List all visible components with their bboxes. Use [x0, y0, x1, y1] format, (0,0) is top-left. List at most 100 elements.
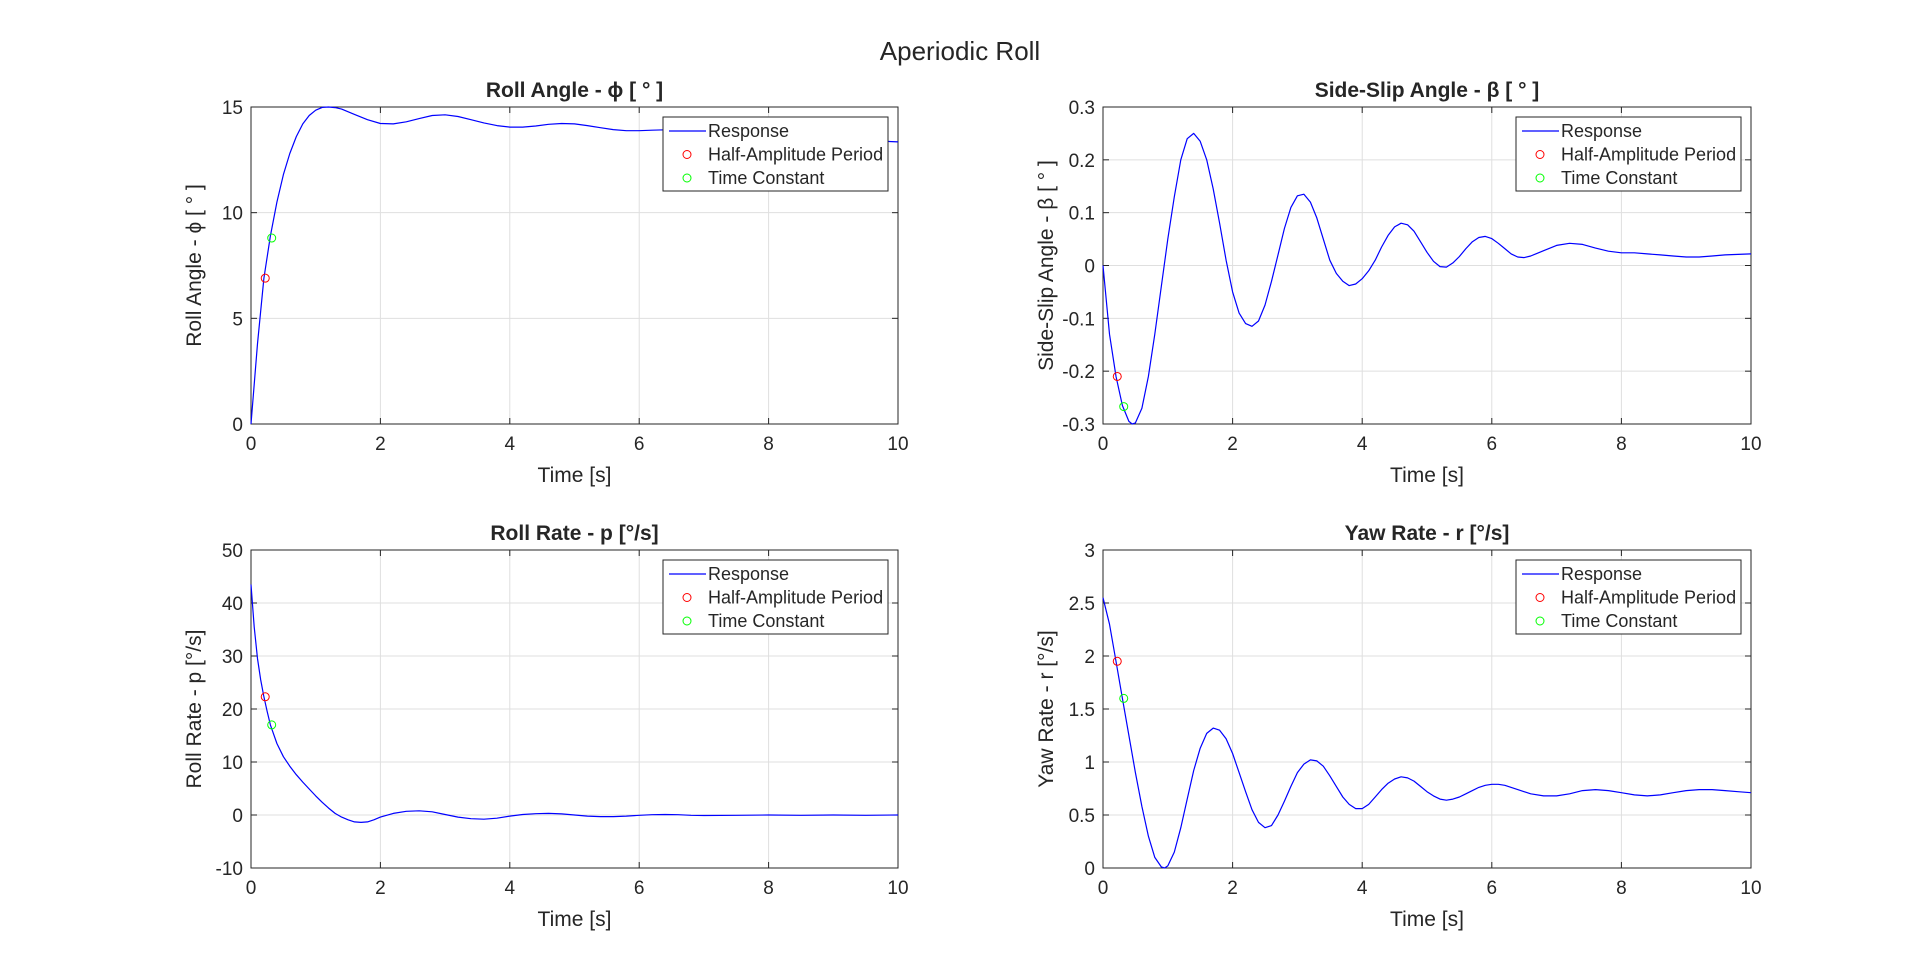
roll-rate-legend-entry: Time Constant — [708, 611, 824, 631]
side-slip-angle-xtick-label: 4 — [1357, 434, 1368, 455]
roll-rate-legend: Response Half-Amplitude Period Time Consta… — [662, 559, 889, 635]
side-slip-angle-ytick-label: 0 — [1084, 257, 1095, 278]
yaw-rate-xtick-label: 6 — [1487, 878, 1498, 899]
roll-rate-legend-marker-swatch — [682, 593, 692, 602]
side-slip-angle-legend-box — [1515, 116, 1742, 192]
side-slip-angle-response-line — [1102, 132, 1752, 425]
yaw-rate-title: Yaw Rate - r [°/s] — [1345, 522, 1510, 545]
side-slip-angle-xtick-label: 6 — [1487, 434, 1498, 455]
roll-angle-xtick-label: 0 — [246, 434, 257, 455]
roll-angle-xtick-label: 10 — [887, 434, 908, 455]
roll-angle-xtick-label: 4 — [505, 434, 516, 455]
yaw-rate-ytick-label: 2 — [1084, 647, 1095, 668]
side-slip-angle-xtick-label: 10 — [1740, 434, 1761, 455]
roll-rate-xtick-label: 8 — [763, 878, 774, 899]
roll-angle-legend-entry: Half-Amplitude Period — [708, 145, 883, 165]
roll-rate-ytick-label: 40 — [222, 594, 243, 615]
roll-angle-time-constant-marker — [267, 233, 277, 243]
roll-rate-title: Roll Rate - p [°/s] — [490, 522, 658, 545]
roll-angle-xlabel: Time [s] — [538, 464, 612, 487]
yaw-rate-xtick-label: 8 — [1616, 878, 1627, 899]
yaw-rate-response-line — [1102, 597, 1752, 869]
roll-rate-axes-box — [250, 549, 899, 869]
roll-angle-ylabel: Roll Angle - ϕ [ ° ] — [183, 184, 206, 347]
roll-rate-ylabel: Roll Rate - p [°/s] — [183, 630, 206, 789]
roll-angle-legend-marker-swatch — [682, 173, 692, 183]
yaw-rate-chart: 0 2 4 6 8 10 0 0.5 1 1.5 2 2.5 3 Yaw Rate - r [°/s] Ti… — [1035, 522, 1762, 931]
roll-rate-xtick-label: 6 — [634, 878, 645, 899]
roll-rate-xtick-label: 10 — [887, 878, 908, 899]
roll-angle-legend-entry: Time Constant — [708, 168, 824, 188]
yaw-rate-xlabel: Time [s] — [1390, 908, 1464, 931]
roll-angle-ytick-label: 0 — [232, 415, 243, 436]
yaw-rate-ytick-label: 3 — [1084, 541, 1095, 562]
yaw-rate-legend: Response Half-Amplitude Period Time Consta… — [1515, 559, 1742, 635]
roll-angle-legend: Response Half-Amplitude Period Time Consta… — [662, 116, 889, 192]
roll-angle-half-amplitude-period-marker — [260, 273, 270, 283]
yaw-rate-half-amplitude-period-marker — [1112, 656, 1122, 666]
roll-rate-ytick-label: 50 — [222, 541, 243, 562]
side-slip-angle-xtick-label: 8 — [1616, 434, 1627, 455]
yaw-rate-legend-box — [1515, 559, 1742, 635]
side-slip-angle-legend: Response Half-Amplitude Period Time Consta… — [1515, 116, 1742, 192]
yaw-rate-ytick-label: 0 — [1084, 859, 1095, 880]
roll-rate-ytick-label: 10 — [222, 753, 243, 774]
side-slip-angle-ytick-label: -0.3 — [1062, 415, 1095, 436]
side-slip-angle-xlabel: Time [s] — [1390, 464, 1464, 487]
side-slip-angle-title: Side-Slip Angle - β [ ° ] — [1315, 79, 1540, 102]
yaw-rate-legend-entry: Time Constant — [1561, 611, 1677, 631]
roll-angle-legend-entry: Response — [708, 121, 789, 141]
side-slip-angle-legend-entry: Time Constant — [1561, 168, 1677, 188]
roll-rate-legend-marker-swatch — [682, 616, 692, 626]
roll-rate-legend-entry: Half-Amplitude Period — [708, 588, 883, 608]
side-slip-angle-ytick-label: 0.3 — [1069, 98, 1095, 119]
roll-angle-xtick-label: 6 — [634, 434, 645, 455]
side-slip-angle-ytick-label: -0.2 — [1062, 362, 1095, 383]
yaw-rate-xtick-label: 10 — [1740, 878, 1761, 899]
figure-title: Aperiodic Roll — [880, 36, 1040, 66]
roll-rate-xtick-label: 2 — [375, 878, 386, 899]
side-slip-angle-xtick-label: 0 — [1098, 434, 1109, 455]
roll-rate-ytick-label: 30 — [222, 647, 243, 668]
side-slip-angle-ylabel: Side-Slip Angle - β [ ° ] — [1035, 160, 1058, 371]
roll-angle-chart: 0 2 4 6 8 10 0 5 10 15 Roll Angle - ϕ [ ° ] Time [s… — [183, 79, 909, 487]
side-slip-angle-xtick-label: 2 — [1227, 434, 1238, 455]
roll-rate-ytick-label: 20 — [222, 700, 243, 721]
yaw-rate-legend-entry: Half-Amplitude Period — [1561, 588, 1736, 608]
roll-angle-ytick-label: 15 — [222, 98, 243, 119]
roll-rate-response-line — [250, 584, 899, 824]
yaw-rate-time-constant-marker — [1119, 693, 1129, 703]
roll-rate-xtick-label: 0 — [246, 878, 257, 899]
roll-angle-legend-marker-swatch — [682, 150, 692, 159]
yaw-rate-ytick-label: 2.5 — [1069, 594, 1095, 615]
roll-rate-ytick-label: -10 — [216, 859, 243, 880]
yaw-rate-ytick-label: 1 — [1084, 753, 1095, 774]
roll-rate-legend-entry: Response — [708, 564, 789, 584]
yaw-rate-xtick-label: 2 — [1227, 878, 1238, 899]
roll-angle-xtick-label: 8 — [763, 434, 774, 455]
side-slip-angle-legend-entry: Half-Amplitude Period — [1561, 145, 1736, 165]
roll-angle-ytick-label: 10 — [222, 204, 243, 225]
yaw-rate-ylabel: Yaw Rate - r [°/s] — [1035, 630, 1058, 787]
side-slip-angle-legend-entry: Response — [1561, 121, 1642, 141]
roll-rate-xtick-label: 4 — [505, 878, 516, 899]
side-slip-angle-ytick-label: 0.1 — [1069, 204, 1095, 225]
side-slip-angle-time-constant-marker — [1119, 402, 1129, 412]
yaw-rate-ytick-label: 1.5 — [1069, 700, 1095, 721]
roll-angle-ytick-label: 5 — [232, 309, 243, 330]
side-slip-angle-chart: 0 2 4 6 8 10 -0.3 -0.2 -0.1 0 0.1 0.2 0.3 Side-Slip A… — [1035, 79, 1762, 487]
roll-angle-axes-box — [250, 106, 899, 425]
roll-rate-legend-box — [662, 559, 889, 635]
yaw-rate-legend-marker-swatch — [1535, 593, 1545, 602]
roll-angle-xtick-label: 2 — [375, 434, 386, 455]
side-slip-angle-half-amplitude-period-marker — [1112, 371, 1122, 381]
yaw-rate-xtick-label: 0 — [1098, 878, 1109, 899]
yaw-rate-xtick-label: 4 — [1357, 878, 1368, 899]
roll-rate-xlabel: Time [s] — [538, 908, 612, 931]
yaw-rate-ytick-label: 0.5 — [1069, 806, 1095, 827]
roll-angle-legend-box — [662, 116, 889, 192]
yaw-rate-legend-marker-swatch — [1535, 616, 1545, 626]
